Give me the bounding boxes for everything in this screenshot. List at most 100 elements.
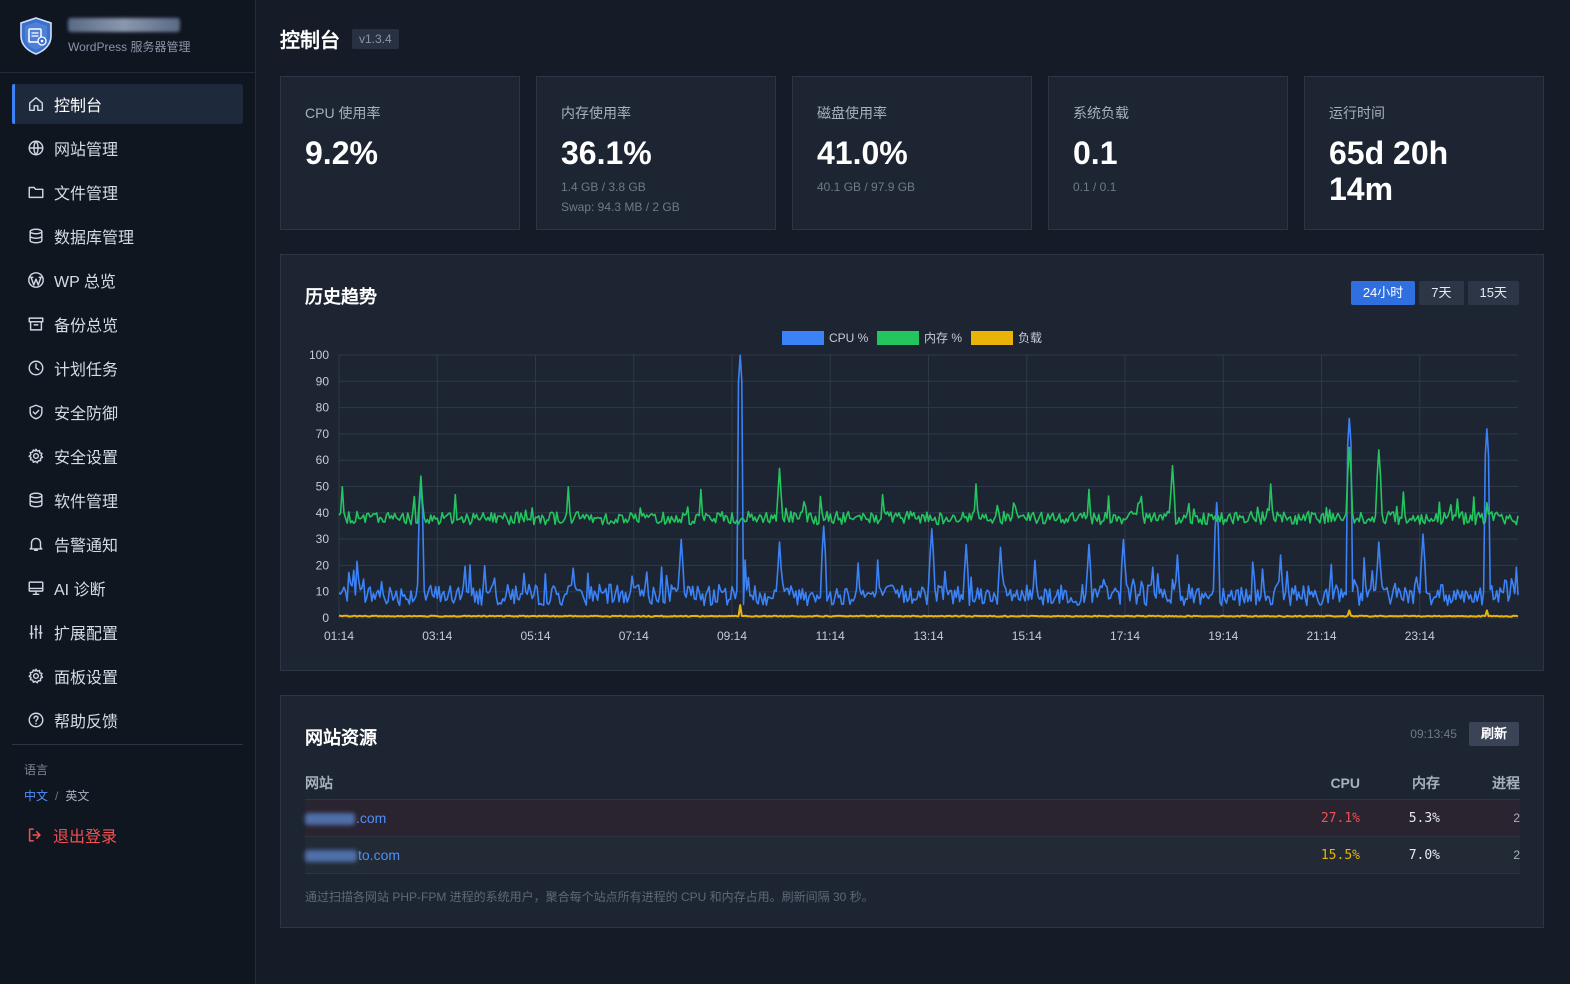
range-button-7d[interactable]: 7天 xyxy=(1419,281,1464,305)
x-tick-label: 11:14 xyxy=(816,629,845,643)
stat-label: 系统负载 xyxy=(1073,105,1129,121)
site-cell: .com xyxy=(305,810,1260,826)
sidebar-item-label: 安全防御 xyxy=(54,406,119,423)
series-line xyxy=(338,604,1519,618)
y-tick-label: 60 xyxy=(316,453,330,467)
panel-title: 网站资源 xyxy=(305,728,377,748)
logout-button[interactable]: 退出登录 xyxy=(0,823,255,847)
x-tick-label: 01:14 xyxy=(324,629,354,643)
sidebar-item-security-settings[interactable]: 安全设置 xyxy=(12,436,243,476)
legend-swatch xyxy=(782,331,824,345)
range-button-24h[interactable]: 24小时 xyxy=(1350,281,1416,305)
sidebar-item-label: 扩展配置 xyxy=(54,626,119,643)
brand-subtitle: WordPress 服务器管理 xyxy=(68,39,191,54)
stat-card-cpu: CPU 使用率 9.2% xyxy=(280,76,520,230)
sidebar-item-wp-overview[interactable]: WP 总览 xyxy=(12,260,243,300)
language-switcher: 语言 中文 / 英文 xyxy=(0,745,255,804)
column-header-site: 网站 xyxy=(305,774,333,791)
logout-label: 退出登录 xyxy=(53,829,118,846)
y-tick-label: 100 xyxy=(309,348,329,362)
load-detail: 0.1 / 0.1 xyxy=(1073,180,1117,194)
redacted-domain xyxy=(305,813,355,826)
column-header-processes: 进程 xyxy=(1492,774,1520,791)
sidebar-item-software[interactable]: 软件管理 xyxy=(12,480,243,520)
column-header-cpu: CPU xyxy=(1330,774,1360,791)
language-option-zh[interactable]: 中文 xyxy=(24,789,49,803)
globe-icon xyxy=(26,138,46,158)
y-tick-label: 20 xyxy=(316,558,330,572)
trend-chart: 0 10 20 30 40 50 60 70 80 90 100 01:14 03:14 05:14 07:… xyxy=(309,331,1519,643)
archive-icon xyxy=(26,314,46,334)
y-tick-label: 50 xyxy=(316,480,330,494)
memory-cell: 5.3% xyxy=(1408,810,1440,826)
sidebar-item-backups[interactable]: 备份总览 xyxy=(12,304,243,344)
table-header: 网站 CPU 内存 进程 xyxy=(305,766,1520,800)
language-option-en[interactable]: 英文 xyxy=(65,789,90,803)
sidebar-item-cron[interactable]: 计划任务 xyxy=(12,348,243,388)
sidebar-item-security-defense[interactable]: 安全防御 xyxy=(12,392,243,432)
stat-value: 65d 20h 14m xyxy=(1329,135,1543,207)
column-header-memory: 内存 xyxy=(1412,774,1440,791)
shield-check-icon xyxy=(26,402,46,422)
refresh-button[interactable]: 刷新 xyxy=(1468,722,1519,746)
y-tick-label: 90 xyxy=(316,374,330,388)
site-resources-table: 网站 CPU 内存 进程 .com 27.1% 5.3% 2 to.com 15… xyxy=(305,766,1520,874)
sidebar-item-dashboard[interactable]: 控制台 xyxy=(12,84,243,124)
sidebar-item-alerts[interactable]: 告警通知 xyxy=(12,524,243,564)
process-count-cell: 2 xyxy=(1513,848,1520,862)
gear-icon xyxy=(26,666,46,686)
x-tick-label: 07:14 xyxy=(619,629,649,643)
sidebar-item-label: WP 总览 xyxy=(54,274,116,291)
x-tick-label: 15:14 xyxy=(1012,629,1042,643)
sidebar-item-database[interactable]: 数据库管理 xyxy=(12,216,243,256)
sidebar: WordPress 服务器管理 控制台 网站管理 文件管理 数据库管理 WP 总… xyxy=(0,0,256,984)
monitor-icon xyxy=(26,578,46,598)
page-header: 控制台 v1.3.4 xyxy=(280,24,399,53)
disk-used-total: 40.1 GB / 97.9 GB xyxy=(817,180,916,194)
stat-card-memory: 内存使用率 36.1% 1.4 GB / 3.8 GB Swap: 94.3 M… xyxy=(536,76,776,230)
memory-cell: 7.0% xyxy=(1408,847,1440,863)
bell-icon xyxy=(26,534,46,554)
range-button-15d[interactable]: 15天 xyxy=(1467,281,1519,305)
site-link[interactable]: .com xyxy=(305,810,386,826)
sidebar-item-panel-settings[interactable]: 面板设置 xyxy=(12,656,243,696)
legend-label: CPU % xyxy=(829,331,869,345)
clock-icon xyxy=(26,358,46,378)
home-icon xyxy=(26,94,46,114)
sidebar-item-label: 控制台 xyxy=(54,98,103,115)
x-tick-label: 23:14 xyxy=(1405,629,1435,643)
wordpress-icon xyxy=(26,270,46,290)
sites-meta: 09:13:45 刷新 xyxy=(1410,722,1519,746)
panel-title: 历史趋势 xyxy=(305,287,377,307)
uptime-line-2: 14m xyxy=(1329,171,1394,207)
table-row: .com 27.1% 5.3% 2 xyxy=(305,800,1520,837)
table-row: to.com 15.5% 7.0% 2 xyxy=(305,837,1520,874)
sidebar-item-extensions[interactable]: 扩展配置 xyxy=(12,612,243,652)
sidebar-item-sites[interactable]: 网站管理 xyxy=(12,128,243,168)
sidebar-item-ai-diagnosis[interactable]: AI 诊断 xyxy=(12,568,243,608)
stat-value: 9.2% xyxy=(305,135,378,171)
sidebar-item-label: 数据库管理 xyxy=(54,230,135,247)
redacted-domain xyxy=(305,850,357,863)
x-tick-label: 13:14 xyxy=(913,629,943,643)
site-cell: to.com xyxy=(305,847,1260,863)
sidebar-nav: 控制台 网站管理 文件管理 数据库管理 WP 总览 备份总览 计划任务 安全防 xyxy=(0,73,255,740)
sliders-icon xyxy=(26,622,46,642)
sidebar-item-label: 文件管理 xyxy=(54,186,119,203)
x-tick-label: 17:14 xyxy=(1110,629,1140,643)
sidebar-item-help[interactable]: 帮助反馈 xyxy=(12,700,243,740)
x-tick-label: 09:14 xyxy=(717,629,747,643)
stat-label: CPU 使用率 xyxy=(305,105,381,121)
gear-icon xyxy=(26,446,46,466)
legend-swatch xyxy=(971,331,1013,345)
y-tick-label: 10 xyxy=(316,585,330,599)
stat-label: 内存使用率 xyxy=(561,105,631,121)
sidebar-item-label: AI 诊断 xyxy=(54,582,106,599)
process-count-cell: 2 xyxy=(1513,811,1520,825)
site-link[interactable]: to.com xyxy=(305,847,400,863)
range-selector: 24小时 7天 15天 xyxy=(1350,281,1519,305)
brand: WordPress 服务器管理 xyxy=(0,0,255,73)
sidebar-item-files[interactable]: 文件管理 xyxy=(12,172,243,212)
history-trend-panel: 0 10 20 30 40 50 60 70 80 90 100 01:14 03:14 05:14 07:… xyxy=(280,254,1544,671)
language-label: 语言 xyxy=(24,763,49,777)
